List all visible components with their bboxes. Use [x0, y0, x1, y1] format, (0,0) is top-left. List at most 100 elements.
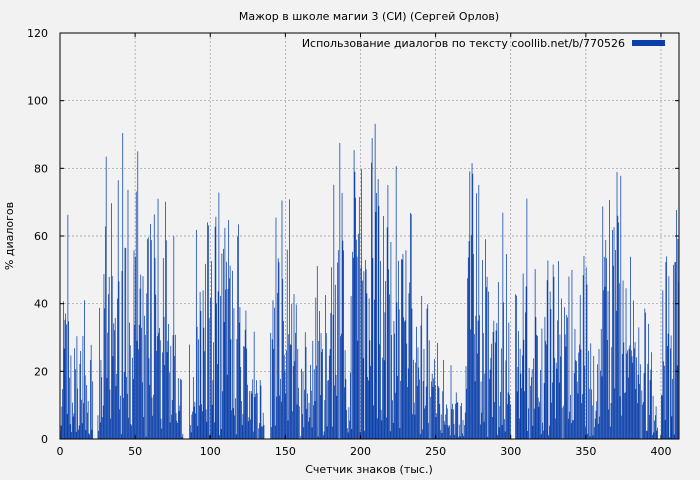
bar — [210, 297, 211, 439]
bar — [465, 366, 467, 439]
bar — [558, 382, 560, 439]
bar — [327, 380, 329, 439]
bar — [148, 358, 150, 439]
bar — [173, 236, 175, 439]
bar — [116, 373, 118, 439]
bar — [357, 340, 359, 439]
bar — [153, 394, 154, 439]
bar — [539, 401, 541, 439]
bar — [432, 386, 434, 439]
bar — [573, 420, 574, 439]
bar — [273, 348, 275, 439]
bar — [325, 295, 326, 439]
bar — [150, 240, 152, 439]
bar — [387, 185, 389, 439]
bar — [518, 418, 520, 439]
bar — [642, 402, 644, 439]
y-tick-label: 100 — [27, 95, 48, 108]
bar — [117, 180, 119, 439]
bar — [424, 408, 426, 439]
bar — [189, 344, 190, 439]
bar — [156, 350, 157, 439]
bar — [392, 422, 394, 439]
bar — [160, 418, 162, 439]
bar — [274, 425, 276, 439]
bar — [549, 291, 551, 439]
bar — [476, 193, 477, 439]
bar — [249, 390, 251, 439]
bar — [181, 436, 183, 439]
bar — [559, 334, 561, 439]
bar — [422, 381, 424, 439]
bar — [83, 403, 85, 439]
bar — [117, 298, 118, 439]
bar — [156, 336, 158, 439]
bar — [457, 402, 459, 439]
x-tick-label: 100 — [200, 445, 221, 458]
bar — [214, 422, 215, 439]
bar — [519, 348, 521, 439]
bar — [413, 359, 414, 439]
bar — [573, 373, 575, 439]
legend-swatch — [632, 40, 665, 46]
bar — [468, 241, 470, 439]
bar — [533, 358, 535, 439]
bar — [597, 364, 598, 439]
bar — [673, 434, 675, 439]
bar — [331, 267, 332, 439]
bar — [325, 333, 327, 439]
bar — [471, 163, 473, 439]
bar — [642, 404, 643, 439]
bar — [126, 376, 127, 439]
bar — [557, 320, 559, 439]
bar — [207, 222, 208, 439]
bar — [486, 276, 488, 439]
bar — [630, 256, 631, 439]
bar — [234, 415, 236, 439]
bar — [470, 234, 472, 439]
bar — [577, 393, 579, 439]
bar — [91, 429, 93, 439]
bar — [464, 412, 466, 439]
bar — [108, 276, 110, 439]
bar — [307, 421, 309, 439]
bar — [528, 367, 530, 439]
bar — [504, 431, 506, 439]
bar — [321, 352, 323, 439]
bar — [282, 278, 284, 439]
bar — [89, 434, 91, 439]
bar — [455, 392, 457, 439]
bar — [346, 428, 348, 439]
bar — [235, 398, 236, 439]
bar — [337, 262, 338, 439]
bar — [222, 391, 224, 439]
bar — [294, 361, 296, 439]
bar — [293, 294, 295, 439]
bar — [248, 417, 250, 439]
bar — [416, 326, 417, 439]
bar — [403, 317, 405, 439]
bar — [291, 303, 293, 439]
bar — [208, 318, 210, 439]
bar — [228, 220, 230, 439]
bar — [482, 260, 483, 439]
bar — [217, 364, 218, 439]
bar — [537, 397, 539, 439]
bar — [467, 257, 469, 439]
bar — [467, 278, 468, 439]
bar — [585, 427, 586, 439]
bar — [219, 435, 221, 439]
bar — [286, 249, 288, 439]
bar — [201, 404, 202, 439]
bar — [590, 343, 592, 439]
bar — [541, 328, 543, 439]
bar — [671, 416, 673, 439]
bar — [242, 414, 244, 439]
bar — [346, 410, 347, 439]
bar — [641, 390, 643, 439]
bar — [538, 406, 540, 439]
bar — [579, 295, 581, 439]
bar — [636, 403, 638, 439]
bar — [285, 393, 287, 439]
bar — [141, 327, 142, 439]
